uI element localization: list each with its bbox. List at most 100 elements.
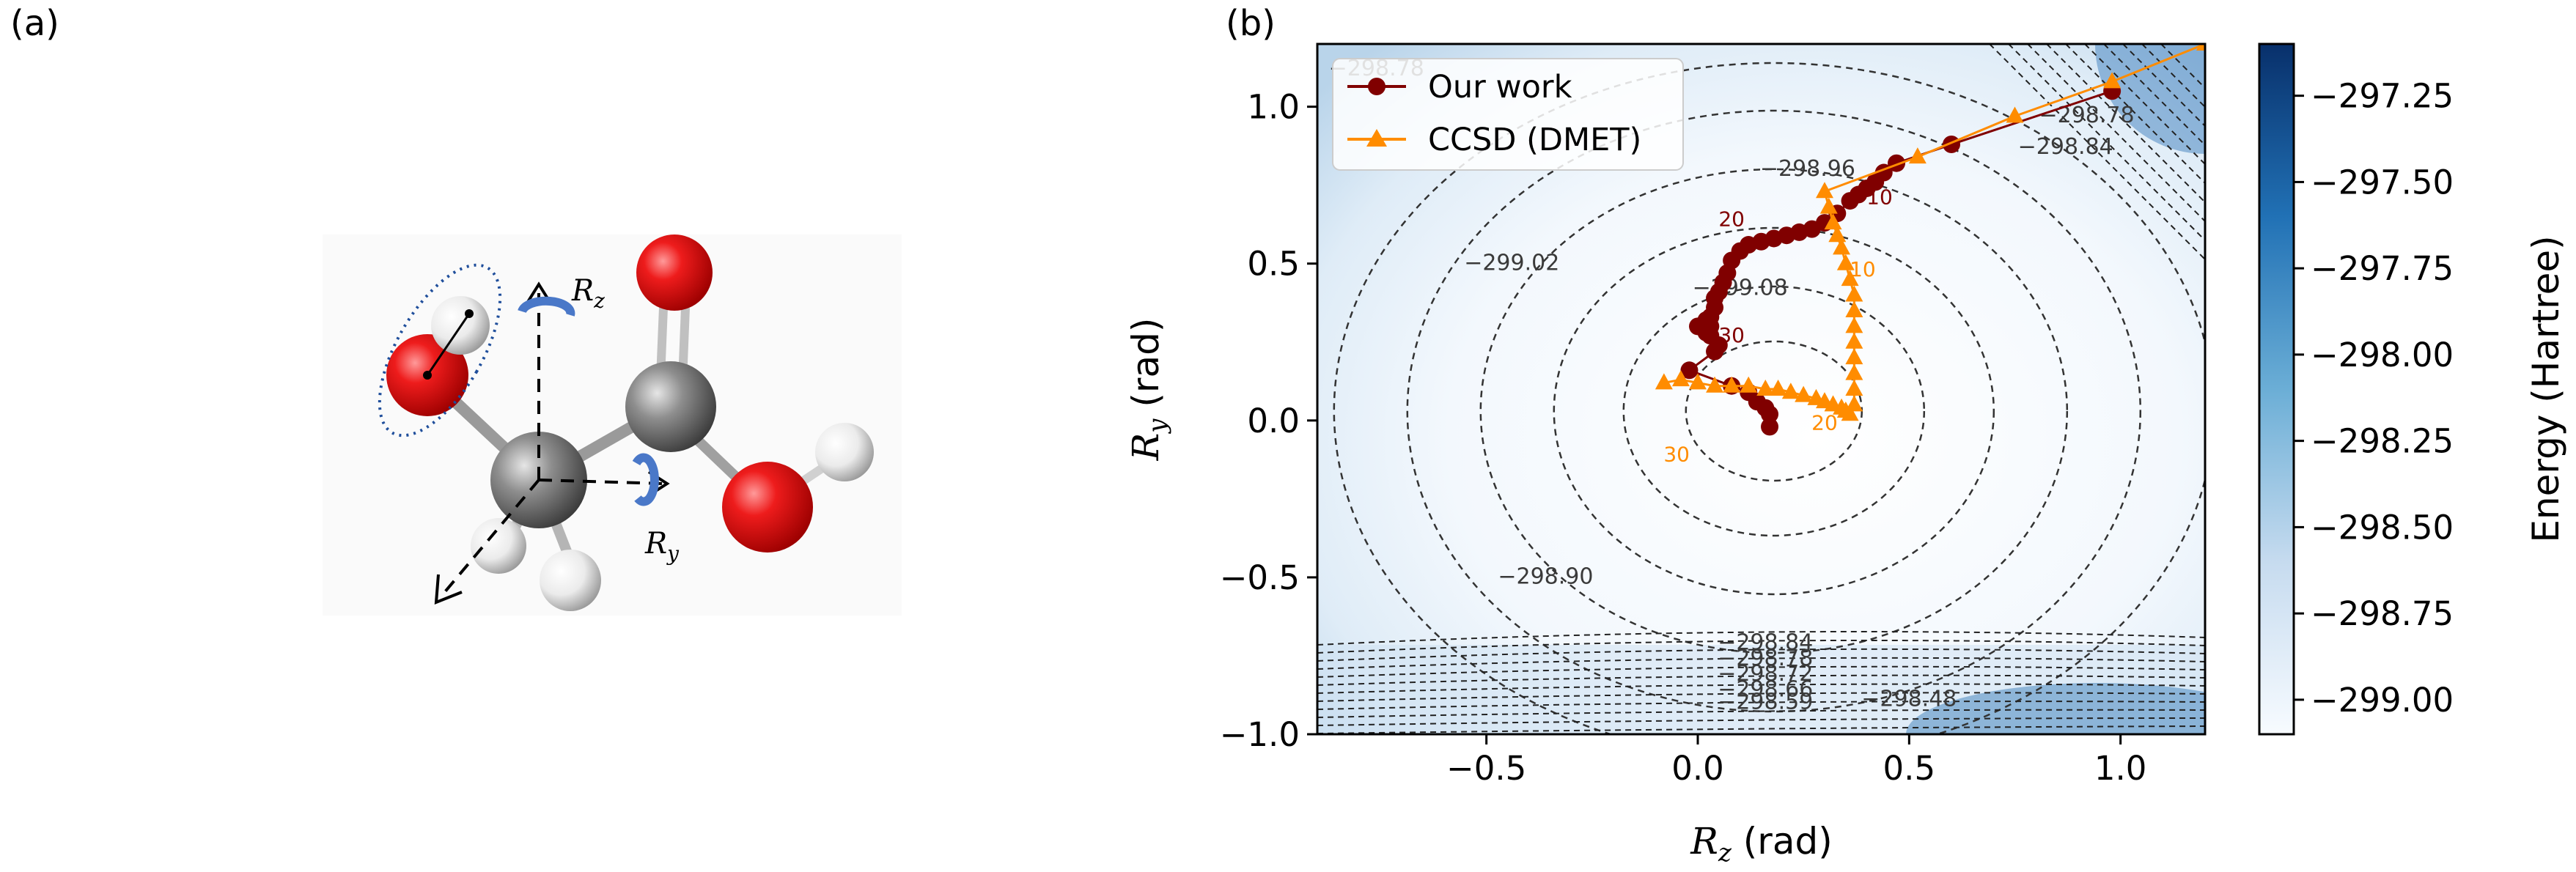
colorbar: −297.25 −297.50 −297.75 −298.00 −298.25 −298.… bbox=[2258, 43, 2567, 736]
y-tick-label: −1.0 bbox=[1220, 715, 1300, 754]
hydrogen-atom-right bbox=[815, 423, 874, 481]
molecule-panel: (a) bbox=[10, 3, 902, 616]
data-point-ccsd-dmet bbox=[1740, 376, 1758, 393]
legend-marker-our-work bbox=[1368, 78, 1385, 95]
data-point-ccsd-dmet bbox=[2006, 106, 2024, 123]
contour-band-bottom bbox=[1317, 639, 2205, 654]
legend-label-ccsd-dmet: CCSD (DMET) bbox=[1428, 122, 1641, 158]
oh-vector-tail-dot bbox=[423, 371, 432, 380]
data-point-ccsd-dmet bbox=[1845, 332, 1863, 349]
contour-label: −298.84 bbox=[1718, 629, 1813, 655]
data-point-our-work bbox=[1680, 361, 1699, 380]
data-point-ccsd-dmet bbox=[2103, 72, 2121, 89]
iteration-label: 30 bbox=[1718, 323, 1745, 347]
steep-region-top-right bbox=[2095, 44, 2205, 154]
legend-marker-ccsd-dmet bbox=[1366, 129, 1387, 147]
data-point-ccsd-dmet bbox=[1845, 300, 1863, 317]
colorbar-tick-label: −297.75 bbox=[2311, 249, 2454, 288]
contour-band-top-right bbox=[2141, 44, 2205, 108]
contour-label: −298.84 bbox=[2018, 134, 2113, 160]
oh-bond-vector bbox=[426, 313, 471, 376]
panel-label-a: (a) bbox=[10, 3, 59, 44]
data-point-ccsd-dmet bbox=[1671, 370, 1690, 387]
iteration-label: 30 bbox=[1663, 442, 1690, 466]
contour-band-bottom bbox=[1317, 665, 2205, 678]
rz-rotation-arrow-icon bbox=[518, 296, 575, 317]
contour-band-top-right bbox=[2122, 44, 2205, 127]
panel-label-b: (b) bbox=[1226, 3, 1276, 44]
y-tick-label: −0.5 bbox=[1220, 558, 1300, 597]
contour-band-bottom bbox=[1317, 709, 2205, 718]
contour-band-bottom bbox=[1317, 717, 2205, 726]
x-axis-label: Rz (rad) bbox=[1690, 820, 1832, 868]
contour-label: −298.72 bbox=[1718, 661, 1813, 687]
y-tick-label: 1.0 bbox=[1247, 88, 1300, 127]
contour-label: −298.48 bbox=[1861, 686, 1957, 712]
colorbar-gradient bbox=[2258, 43, 2295, 736]
contour-label: −299.02 bbox=[1464, 250, 1559, 276]
colorbar-tick-label: −298.75 bbox=[2311, 594, 2454, 633]
iteration-labels: 10 20 30 10 20 30 bbox=[1663, 185, 1892, 466]
data-point-ccsd-dmet bbox=[1833, 238, 1851, 255]
contour-band-bottom bbox=[1317, 674, 2205, 686]
contour-band-top-right bbox=[2103, 44, 2205, 146]
oxygen-atom-right bbox=[722, 462, 813, 553]
hydrogen-atom-bottom bbox=[540, 550, 601, 611]
data-point-our-work bbox=[1706, 342, 1724, 361]
contour-band-top-right bbox=[2027, 44, 2205, 222]
contour-band-bottom bbox=[1317, 683, 2205, 694]
data-point-ccsd-dmet bbox=[1836, 254, 1855, 270]
contour-band-bottom bbox=[1317, 631, 2205, 646]
contour-band-top-right bbox=[2160, 44, 2205, 89]
ry-rotation-arrow-icon bbox=[632, 453, 659, 506]
trajectories bbox=[1655, 44, 2205, 436]
data-point-ccsd-dmet bbox=[1769, 380, 1787, 396]
data-point-ccsd-dmet bbox=[1689, 373, 1707, 390]
contour-band-bottom bbox=[1317, 692, 2205, 702]
iteration-label: 10 bbox=[1866, 185, 1893, 209]
x-tick-label: −0.5 bbox=[1446, 749, 1526, 788]
molecule-background bbox=[323, 234, 902, 616]
contour-band-top-right bbox=[1989, 44, 2205, 260]
oh-vector-head-dot bbox=[465, 309, 474, 318]
data-point-ccsd-dmet bbox=[1908, 147, 1927, 164]
data-point-ccsd-dmet bbox=[1816, 182, 1833, 199]
contour-band-bottom bbox=[1317, 657, 2205, 670]
x-tick-label: 1.0 bbox=[2094, 749, 2147, 788]
data-point-ccsd-dmet bbox=[2196, 44, 2205, 51]
data-point-our-work bbox=[1761, 405, 1779, 424]
data-point-our-work bbox=[1697, 311, 1715, 329]
x-axis: −0.5 0.0 0.5 1.0 bbox=[1446, 734, 2146, 788]
data-point-ccsd-dmet bbox=[1845, 363, 1863, 380]
colorbar-tick-label: −298.25 bbox=[2311, 422, 2454, 461]
data-point-ccsd-dmet bbox=[1824, 213, 1842, 230]
data-point-our-work bbox=[1888, 154, 1906, 172]
legend-label-our-work: Our work bbox=[1428, 69, 1572, 106]
y-tick-label: 0.0 bbox=[1247, 402, 1300, 440]
contour-label: −298.59 bbox=[1718, 690, 1813, 715]
contour-band-top-right bbox=[2065, 44, 2205, 184]
contour-label: −298.66 bbox=[1718, 677, 1813, 703]
contour-band-top-right bbox=[2084, 44, 2205, 165]
contour-band-bottom bbox=[1317, 701, 2205, 710]
data-point-ccsd-dmet bbox=[1655, 373, 1673, 390]
data-point-ccsd-dmet bbox=[1756, 380, 1775, 396]
y-axis-label: Ry (rad) bbox=[1125, 318, 1172, 462]
colorbar-tick-label: −298.50 bbox=[2311, 508, 2454, 547]
data-point-ccsd-dmet bbox=[1845, 380, 1863, 396]
colorbar-tick-label: −298.00 bbox=[2311, 336, 2454, 374]
y-axis: −1.0 −0.5 0.0 0.5 1.0 bbox=[1220, 88, 1317, 754]
colorbar-tick-label: −299.00 bbox=[2311, 681, 2454, 720]
iteration-label: 20 bbox=[1811, 411, 1838, 435]
contour-ring bbox=[1622, 285, 1926, 537]
iteration-label: 20 bbox=[1718, 207, 1745, 231]
oh-group-highlight bbox=[378, 263, 502, 437]
contour-label: −298.96 bbox=[1760, 156, 1855, 182]
data-point-ccsd-dmet bbox=[1845, 348, 1863, 365]
contour-ring bbox=[1479, 168, 2069, 654]
contour-ring bbox=[1406, 109, 2142, 713]
contour-label: −298.90 bbox=[1498, 564, 1593, 589]
colorbar-tick-label: −297.25 bbox=[2311, 77, 2454, 116]
x-tick-label: 0.5 bbox=[1883, 749, 1936, 788]
legend: Our work CCSD (DMET) bbox=[1332, 58, 1684, 171]
